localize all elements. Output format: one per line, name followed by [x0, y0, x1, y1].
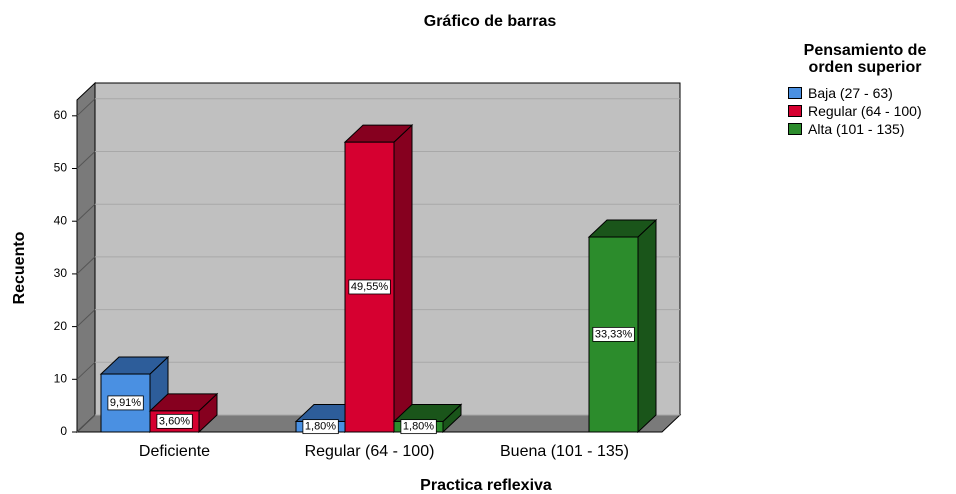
y-tick-label: 50: [54, 161, 68, 175]
bar: [587, 218, 658, 434]
y-tick-label: 0: [60, 424, 67, 438]
legend-label: Baja (27 - 63): [808, 85, 893, 101]
y-tick-label: 40: [54, 213, 68, 227]
grid-line: [76, 414, 96, 433]
data-label: 1,80%: [305, 421, 336, 433]
y-tick-label: 60: [54, 108, 68, 122]
legend-title: Pensamiento de orden superior: [803, 42, 927, 76]
legend-label: Regular (64 - 100): [808, 103, 922, 119]
x-tick-label: Buena (101 - 135): [500, 443, 629, 460]
y-tick-label: 30: [54, 266, 68, 280]
legend-item: Regular (64 - 100): [788, 102, 956, 120]
data-label-box: [107, 395, 144, 411]
x-tick-label: Deficiente: [139, 443, 210, 460]
grid-line: [76, 256, 96, 275]
grid-line: [76, 151, 96, 169]
data-label-box: [156, 413, 193, 429]
data-label-box: [400, 419, 437, 435]
bar: [343, 123, 414, 434]
data-label-box: [592, 327, 635, 342]
y-axis-label: Recuento: [11, 231, 28, 304]
grid-line: [76, 309, 96, 327]
legend: Pensamiento de orden superior Baja (27 -…: [780, 42, 956, 138]
data-label: 1,80%: [403, 421, 434, 433]
grid-line: [76, 98, 96, 117]
legend-item: Alta (101 - 135): [788, 120, 956, 138]
left-wall: [76, 81, 96, 434]
grid-line: [76, 361, 96, 380]
data-label: 49,55%: [351, 281, 389, 293]
y-tick-label: 20: [54, 319, 68, 333]
x-axis-label: Practica reflexiva: [420, 477, 552, 494]
legend-swatch: [788, 87, 802, 99]
bar-side: [393, 123, 413, 434]
legend-label: Alta (101 - 135): [808, 121, 905, 137]
x-tick-label: Regular (64 - 100): [305, 443, 435, 460]
legend-swatch: [788, 123, 802, 135]
chart-title: Gráfico de barras: [424, 13, 557, 30]
grid-line: [76, 203, 96, 222]
data-label-box: [302, 419, 339, 435]
data-label-box: [348, 279, 391, 295]
data-label: 9,91%: [110, 397, 141, 409]
data-label: 33,33%: [595, 328, 633, 340]
legend-item: Baja (27 - 63): [788, 84, 956, 102]
data-label: 3,60%: [159, 415, 190, 427]
bar-side: [637, 218, 657, 434]
legend-swatch: [788, 105, 802, 117]
y-tick-label: 10: [54, 371, 68, 385]
